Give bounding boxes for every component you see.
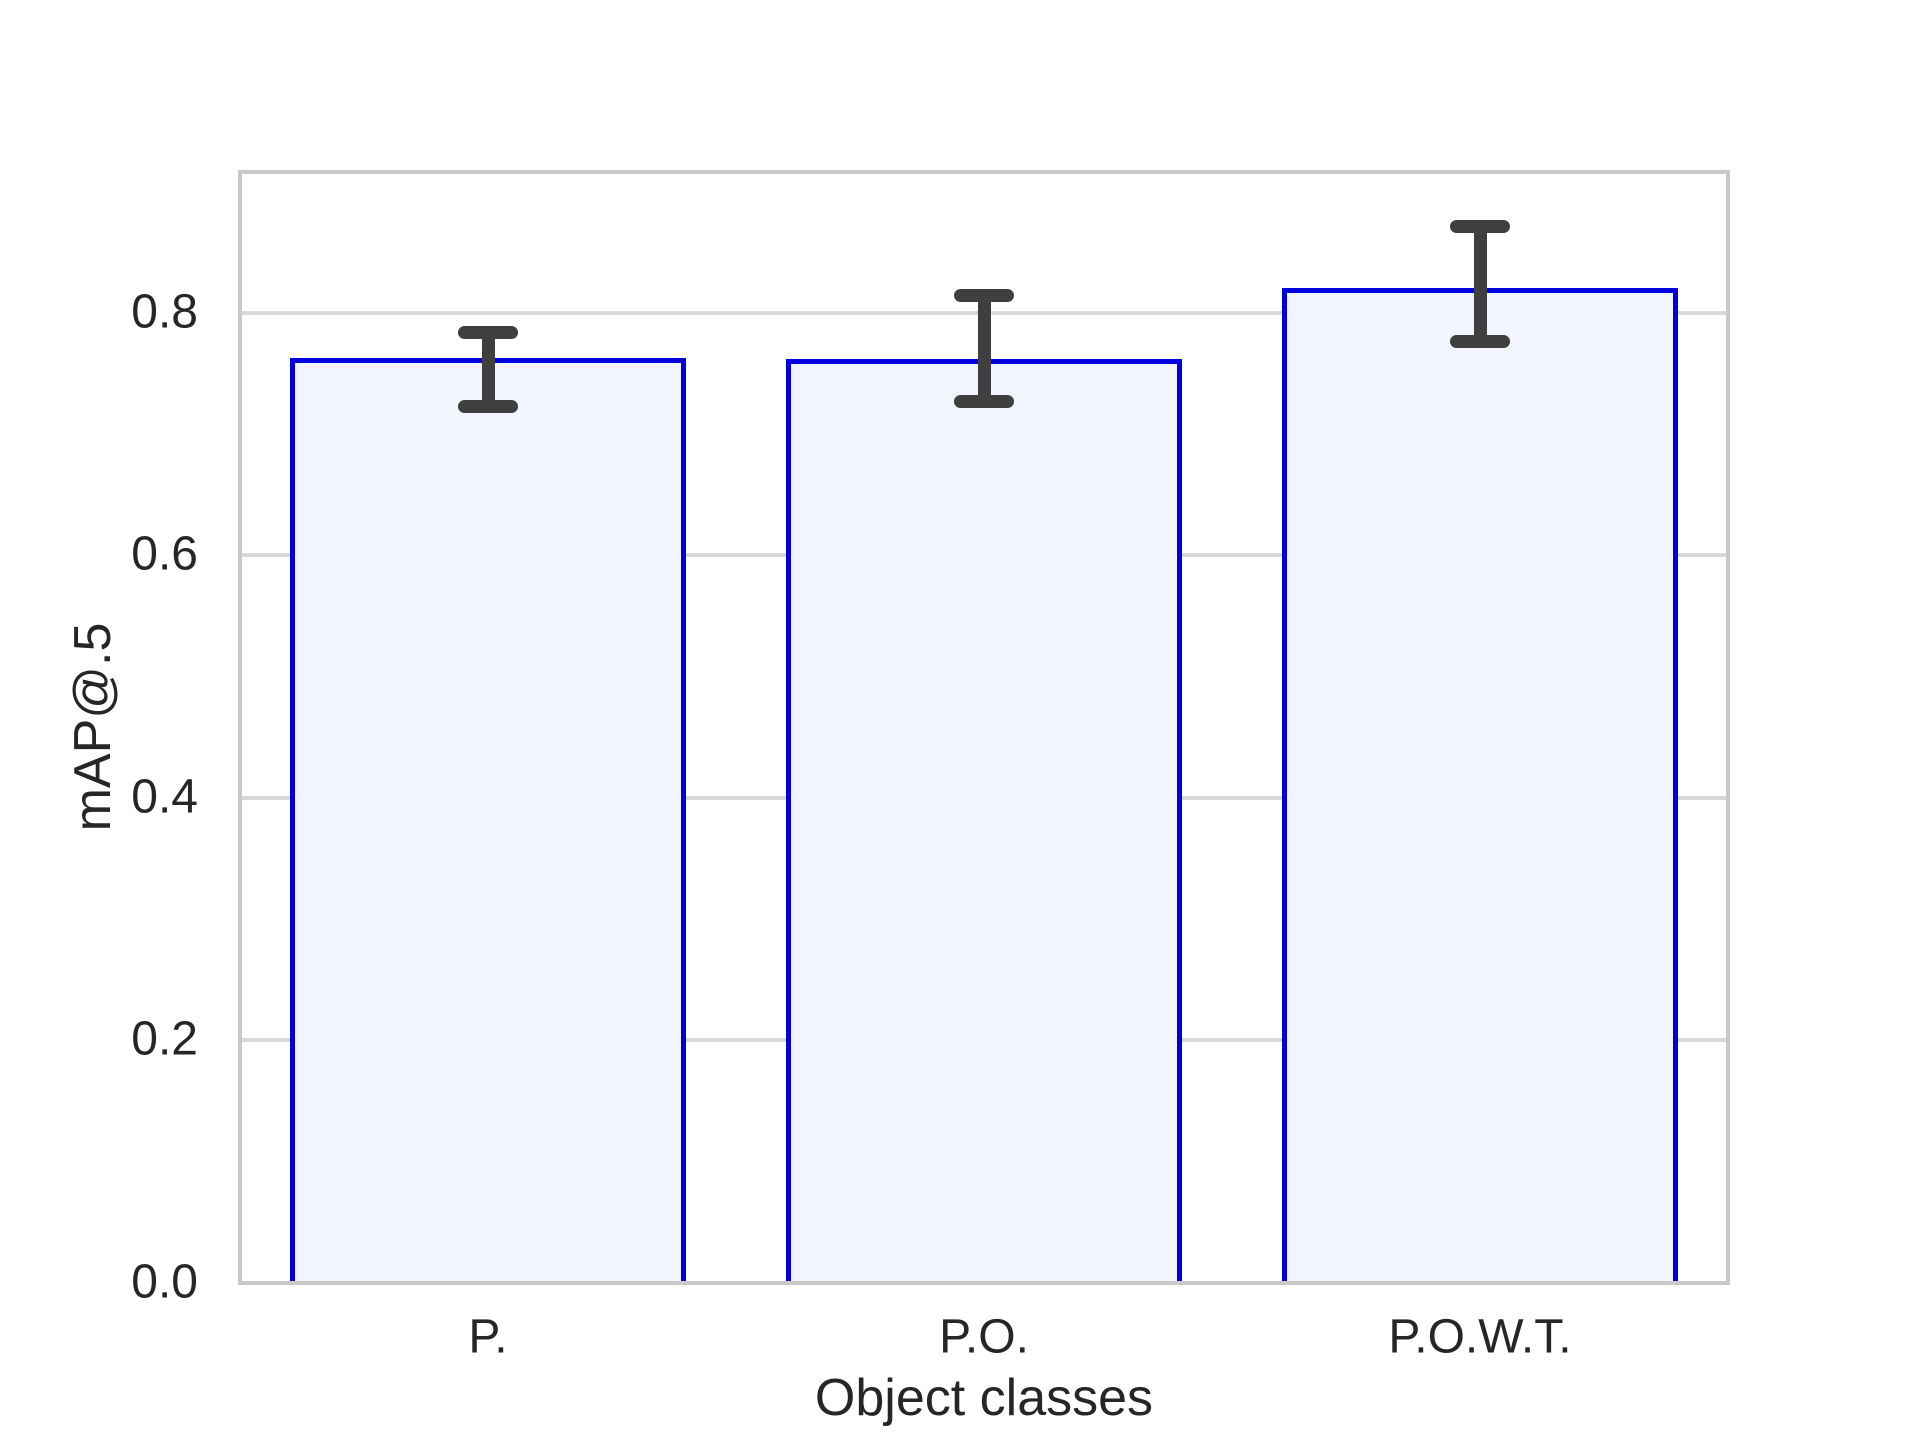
y-axis-tick-labels: 0.0 0.2 0.4 0.6 0.8: [0, 0, 198, 1440]
error-bar-line: [977, 295, 991, 402]
y-tick-label: 0.0: [131, 1255, 198, 1309]
x-tick-label-P.O.W.T.: P.O.W.T.: [1388, 1310, 1572, 1364]
left-spine: [238, 170, 242, 1285]
error-bar-cap-bottom: [954, 394, 1014, 408]
top-spine: [238, 170, 1730, 174]
plot-area: [238, 170, 1730, 1285]
x-axis-title: Object classes: [814, 1369, 1154, 1427]
error-bar-cap-top: [1450, 220, 1510, 234]
right-spine: [1726, 170, 1730, 1285]
y-tick-label: 0.4: [131, 770, 198, 824]
error-bar-cap-bottom: [1450, 335, 1510, 349]
error-bar-cap-top: [458, 325, 518, 339]
bar-P.: [289, 357, 687, 1283]
error-bar-cap-bottom: [458, 399, 518, 413]
y-axis-title: mAP@.5: [64, 622, 122, 832]
y-tick-label: 0.8: [131, 285, 198, 339]
bar-P.O.: [785, 358, 1183, 1283]
bar-P.O.W.T.: [1281, 288, 1679, 1283]
error-bar-line: [1473, 226, 1487, 342]
error-bar-cap-top: [954, 289, 1014, 303]
y-tick-label: 0.2: [131, 1012, 198, 1066]
bottom-spine: [238, 1281, 1730, 1285]
x-tick-label-P.O.: P.O.: [939, 1310, 1029, 1364]
y-tick-label: 0.6: [131, 527, 198, 581]
x-tick-label-P.: P.: [468, 1310, 508, 1364]
error-bar-line: [481, 332, 495, 407]
